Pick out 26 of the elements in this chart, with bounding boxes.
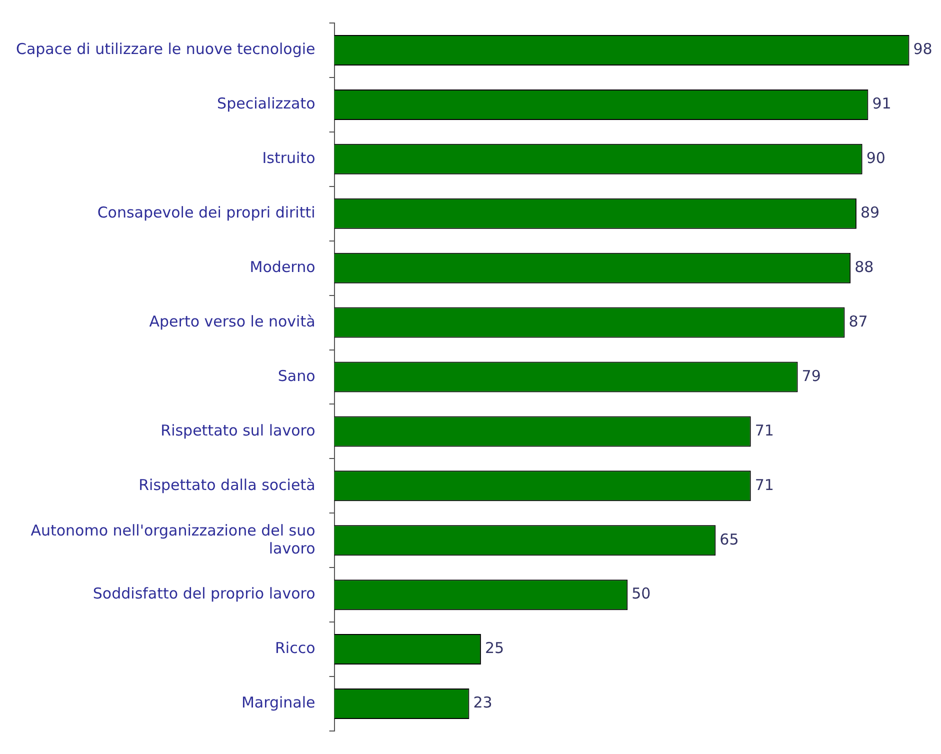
y-tick-label: Aperto verso le novità bbox=[149, 312, 316, 330]
data-label: 71 bbox=[754, 476, 774, 494]
y-tick-label: Consapevole dei propri diritti bbox=[97, 204, 316, 222]
y-tick-label: Istruito bbox=[262, 149, 316, 168]
data-label: 71 bbox=[754, 421, 774, 440]
data-label: 50 bbox=[632, 584, 651, 603]
y-tick-label: Sano bbox=[278, 366, 316, 385]
y-tick-label: Soddisfatto del proprio lavoro bbox=[92, 584, 316, 603]
data-label: 23 bbox=[473, 694, 492, 712]
data-label: 98 bbox=[913, 40, 932, 58]
y-tick-label: Capace di utilizzare le nuove tecnologie bbox=[16, 40, 316, 58]
y-tick-label: Rispettato sul lavoro bbox=[160, 421, 316, 440]
data-label: 79 bbox=[802, 366, 821, 385]
y-tick-label: Specializzato bbox=[217, 94, 316, 113]
data-label: 87 bbox=[848, 312, 868, 330]
data-label: 90 bbox=[866, 149, 886, 168]
y-tick-label: Marginale bbox=[241, 694, 316, 712]
y-tick-label: Ricco bbox=[275, 639, 316, 658]
data-label: 25 bbox=[484, 639, 504, 658]
data-label: 91 bbox=[872, 94, 892, 113]
data-label: 88 bbox=[854, 258, 874, 276]
data-label: 89 bbox=[860, 204, 880, 222]
y-tick-label: Moderno bbox=[250, 258, 316, 276]
data-label: 65 bbox=[720, 530, 739, 548]
y-tick-label: Autonomo nell'organizzazione del suo lavoro bbox=[30, 521, 316, 558]
y-tick-label: Rispettato dalla società bbox=[138, 476, 316, 494]
